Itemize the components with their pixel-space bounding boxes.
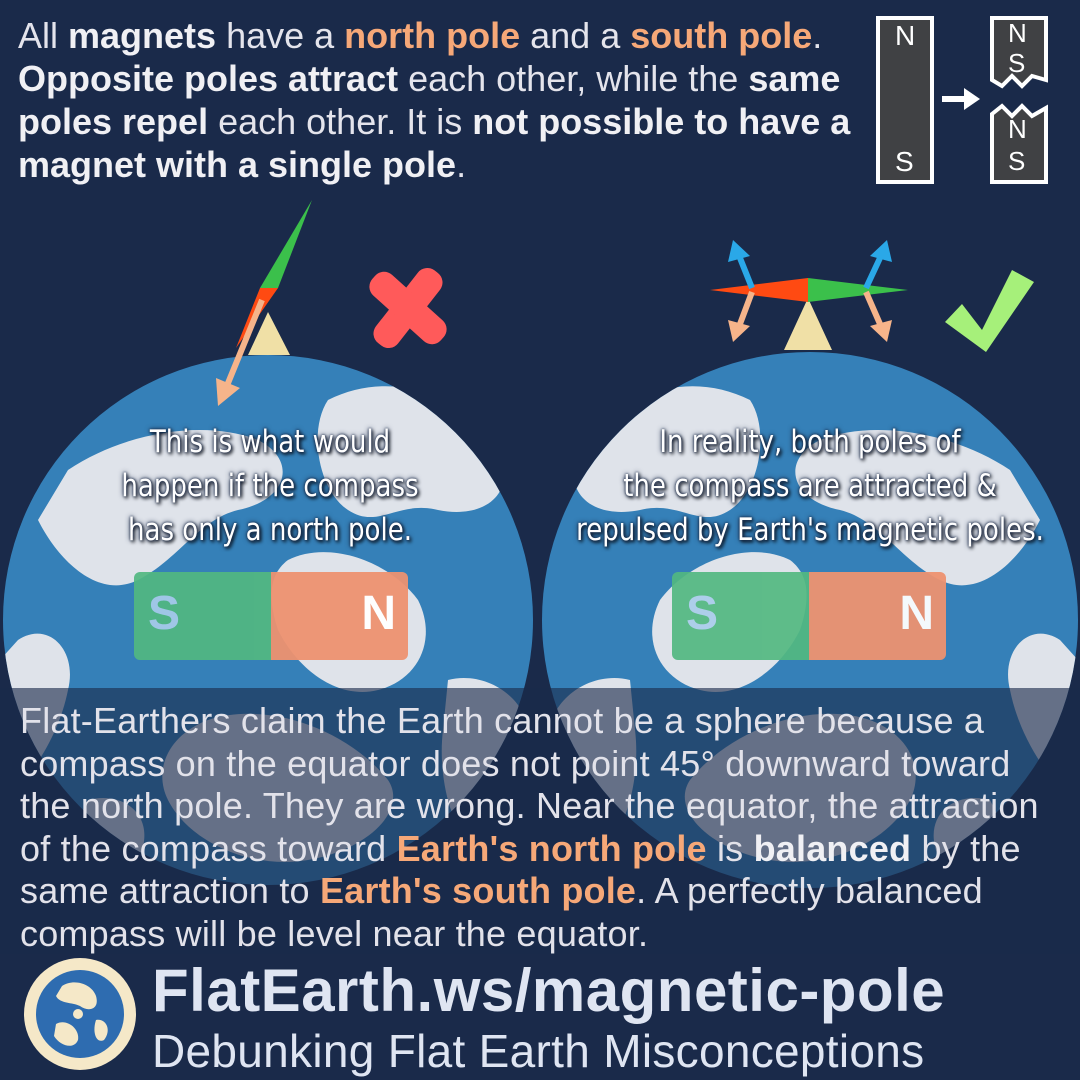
left-caption-line: has only a north pole. bbox=[127, 512, 413, 548]
split-arrow-head bbox=[964, 88, 980, 110]
globe-logo-icon bbox=[24, 958, 136, 1070]
explanation-text: Flat-Earthers claim the Earth cannot be … bbox=[20, 700, 1039, 869]
whole-magnet-bottom-label: S bbox=[895, 146, 914, 177]
intro-text: each other. It is bbox=[208, 101, 473, 142]
intro-north-pole: north pole bbox=[344, 15, 521, 56]
intro-text: and a bbox=[520, 15, 631, 56]
explanation-text: . A perfectly balanced compass will be l… bbox=[20, 870, 983, 954]
left-magnet-south: S bbox=[134, 572, 271, 660]
right-magnet-n-label: N bbox=[899, 587, 934, 640]
intro-same-repel: same poles repel bbox=[18, 58, 841, 142]
needle-north-half bbox=[808, 278, 908, 302]
left-magnet-n-label: N bbox=[361, 587, 396, 640]
half1-bottom-label: S bbox=[1008, 48, 1026, 78]
footer-tagline: Debunking Flat Earth Misconceptions bbox=[152, 1025, 925, 1077]
pull-arrow-head bbox=[216, 378, 240, 406]
needle-south-half bbox=[710, 278, 808, 302]
right-magnet: S N bbox=[672, 572, 946, 660]
needle-north-half bbox=[260, 200, 312, 288]
intro-text: All bbox=[18, 15, 69, 56]
right-caption-line: repulsed by Earth's magnetic poles. bbox=[576, 512, 1044, 548]
magnet-half-bottom bbox=[990, 103, 1048, 184]
bar-magnet-diagram bbox=[876, 16, 1048, 184]
explanation-text: is bbox=[706, 827, 754, 869]
repel-arrow-right-head bbox=[870, 240, 892, 262]
right-caption-line: the compass are attracted & bbox=[623, 468, 997, 504]
right-magnet-s-label: S bbox=[686, 587, 719, 640]
intro-paragraph: All magnets have a north pole and a sout… bbox=[18, 14, 868, 186]
left-caption-line: happen if the compass bbox=[121, 468, 419, 504]
whole-magnet bbox=[876, 16, 934, 184]
explanation-paragraph: Flat-Earthers claim the Earth cannot be … bbox=[20, 700, 1068, 955]
explanation-balanced: balanced bbox=[753, 827, 912, 869]
right-caption-line: In reality, both poles of bbox=[659, 424, 961, 460]
magnet-half-top bbox=[990, 16, 1048, 89]
explanation-text: by the same attraction to bbox=[20, 827, 1021, 912]
explanation-earth-north: Earth's north pole bbox=[396, 827, 707, 869]
whole-magnet-top-label: N bbox=[895, 20, 916, 51]
intro-text: have a bbox=[216, 15, 345, 56]
intro-not-possible: not possible to have a magnet with a sin… bbox=[18, 101, 851, 185]
right-magnet-north: N bbox=[809, 572, 946, 660]
attract-arrow-right-head bbox=[870, 320, 892, 342]
compass-post bbox=[248, 312, 290, 355]
intro-text: each other, while the bbox=[398, 58, 749, 99]
repel-arrow-left bbox=[737, 256, 755, 290]
left-globe-caption: This is what would happen if the compass… bbox=[68, 420, 471, 552]
left-magnet: S N bbox=[134, 572, 408, 660]
right-magnet-south: S bbox=[672, 572, 809, 660]
left-magnet-s-label: S bbox=[148, 587, 181, 640]
compass-post bbox=[784, 298, 832, 350]
intro-text: . bbox=[456, 144, 467, 185]
intro-magnets: magnets bbox=[68, 15, 217, 56]
repel-arrow-left-head bbox=[728, 240, 750, 262]
right-globe-caption: In reality, both poles of the compass ar… bbox=[566, 420, 1053, 552]
attract-arrow-left-head bbox=[728, 320, 750, 342]
half1-top-label: N bbox=[1008, 18, 1027, 48]
repel-arrow-right bbox=[863, 256, 883, 290]
left-caption-line: This is what would bbox=[149, 424, 391, 460]
attract-arrow-right bbox=[863, 290, 883, 326]
half2-top-label: N bbox=[1008, 114, 1027, 144]
footer-url[interactable]: FlatEarth.ws/magnetic-pole bbox=[152, 957, 946, 1024]
left-magnet-north: N bbox=[271, 572, 408, 660]
intro-text: . bbox=[812, 15, 823, 56]
check-icon bbox=[945, 270, 1034, 352]
intro-south-pole: south pole bbox=[630, 15, 813, 56]
cross-icon bbox=[369, 267, 447, 349]
half2-bottom-label: S bbox=[1008, 146, 1026, 176]
attract-arrow-left bbox=[737, 290, 755, 326]
explanation-earth-south: Earth's south pole bbox=[319, 870, 637, 911]
intro-opposite-attract: Opposite poles attract bbox=[18, 58, 399, 99]
explanation-panel: Flat-Earthers claim the Earth cannot be … bbox=[0, 688, 1080, 954]
pull-arrow-line bbox=[223, 298, 265, 390]
